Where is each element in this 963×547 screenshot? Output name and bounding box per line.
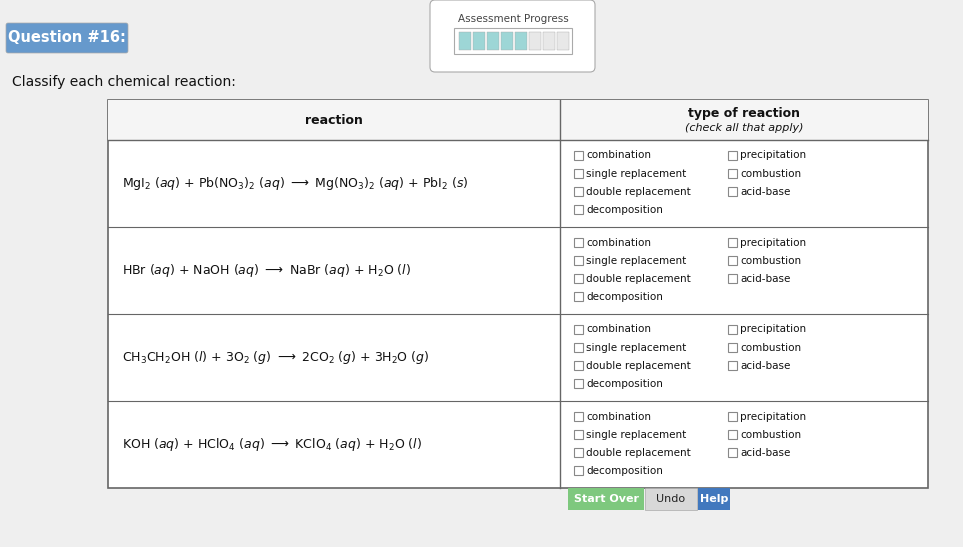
Bar <box>698 488 730 510</box>
Text: combustion: combustion <box>740 168 801 178</box>
Text: double replacement: double replacement <box>586 274 690 284</box>
Text: single replacement: single replacement <box>586 429 687 440</box>
Text: precipitation: precipitation <box>740 150 806 160</box>
Bar <box>574 430 583 439</box>
Bar <box>728 151 737 160</box>
Bar <box>574 205 583 214</box>
Bar <box>728 274 737 283</box>
Text: KOH $(aq)$ + HClO$_4$ $(aq)$ $\longrightarrow$ KClO$_4$ $(aq)$ + H$_2$O $(\mathi: KOH $(aq)$ + HClO$_4$ $(aq)$ $\longright… <box>122 436 422 453</box>
Text: combination: combination <box>586 237 651 247</box>
Text: Assessment Progress: Assessment Progress <box>457 14 568 24</box>
Text: Start Over: Start Over <box>574 494 638 504</box>
Bar <box>728 238 737 247</box>
Text: combustion: combustion <box>740 255 801 266</box>
Text: acid-base: acid-base <box>740 187 791 197</box>
Text: Question #16:: Question #16: <box>8 31 126 45</box>
Bar <box>515 32 527 50</box>
Bar <box>459 32 471 50</box>
FancyBboxPatch shape <box>6 23 128 53</box>
Text: combination: combination <box>586 411 651 422</box>
Bar <box>574 466 583 475</box>
FancyBboxPatch shape <box>430 0 595 72</box>
Text: decomposition: decomposition <box>586 466 663 476</box>
Text: combination: combination <box>586 150 651 160</box>
Text: CH$_3$CH$_2$OH $(\mathit{l})$ + 3O$_2$ $(g)$ $\longrightarrow$ 2CO$_2$ $(g)$ + 3: CH$_3$CH$_2$OH $(\mathit{l})$ + 3O$_2$ $… <box>122 349 429 366</box>
Text: acid-base: acid-base <box>740 360 791 371</box>
Text: Undo: Undo <box>657 494 686 504</box>
Bar <box>574 325 583 334</box>
Bar <box>568 488 644 510</box>
Text: Classify each chemical reaction:: Classify each chemical reaction: <box>12 75 236 89</box>
Text: decomposition: decomposition <box>586 379 663 389</box>
Bar <box>108 100 928 488</box>
Text: HBr $(aq)$ + NaOH $(aq)$ $\longrightarrow$ NaBr $(aq)$ + H$_2$O $(\mathit{l})$: HBr $(aq)$ + NaOH $(aq)$ $\longrightarro… <box>122 262 411 279</box>
Bar <box>645 488 697 510</box>
Bar <box>728 325 737 334</box>
Bar <box>574 151 583 160</box>
Bar <box>543 32 555 50</box>
Text: single replacement: single replacement <box>586 342 687 353</box>
Bar <box>728 343 737 352</box>
Text: single replacement: single replacement <box>586 255 687 266</box>
Bar <box>574 361 583 370</box>
Bar <box>574 448 583 457</box>
Text: double replacement: double replacement <box>586 360 690 371</box>
Bar <box>574 169 583 178</box>
Bar <box>574 379 583 388</box>
Text: acid-base: acid-base <box>740 447 791 458</box>
Text: decomposition: decomposition <box>586 292 663 302</box>
Text: Help: Help <box>700 494 728 504</box>
Bar <box>728 187 737 196</box>
Text: (check all that apply): (check all that apply) <box>685 123 803 133</box>
Bar <box>574 343 583 352</box>
Bar <box>728 448 737 457</box>
Bar <box>557 32 569 50</box>
Bar <box>473 32 485 50</box>
Bar <box>728 361 737 370</box>
Bar <box>728 430 737 439</box>
Bar <box>728 412 737 421</box>
Bar <box>487 32 499 50</box>
Text: single replacement: single replacement <box>586 168 687 178</box>
Bar <box>574 274 583 283</box>
Text: reaction: reaction <box>305 113 363 126</box>
Text: double replacement: double replacement <box>586 447 690 458</box>
Text: MgI$_2$ $(aq)$ + Pb$\left(\mathrm{NO}_3\right)_2$ $(aq)$ $\longrightarrow$ Mg$\l: MgI$_2$ $(aq)$ + Pb$\left(\mathrm{NO}_3\… <box>122 175 469 192</box>
Bar <box>574 292 583 301</box>
Text: acid-base: acid-base <box>740 274 791 284</box>
Text: type of reaction: type of reaction <box>688 108 800 120</box>
Bar <box>501 32 513 50</box>
Bar <box>574 256 583 265</box>
Text: double replacement: double replacement <box>586 187 690 197</box>
Text: precipitation: precipitation <box>740 411 806 422</box>
Text: combustion: combustion <box>740 429 801 440</box>
Bar <box>529 32 541 50</box>
Text: decomposition: decomposition <box>586 205 663 215</box>
Bar <box>574 187 583 196</box>
Bar <box>728 256 737 265</box>
Bar <box>108 100 928 140</box>
Text: precipitation: precipitation <box>740 237 806 247</box>
Bar <box>574 238 583 247</box>
Bar <box>728 169 737 178</box>
Text: precipitation: precipitation <box>740 324 806 335</box>
Bar <box>574 412 583 421</box>
Bar <box>454 28 572 54</box>
Text: combination: combination <box>586 324 651 335</box>
Text: combustion: combustion <box>740 342 801 353</box>
